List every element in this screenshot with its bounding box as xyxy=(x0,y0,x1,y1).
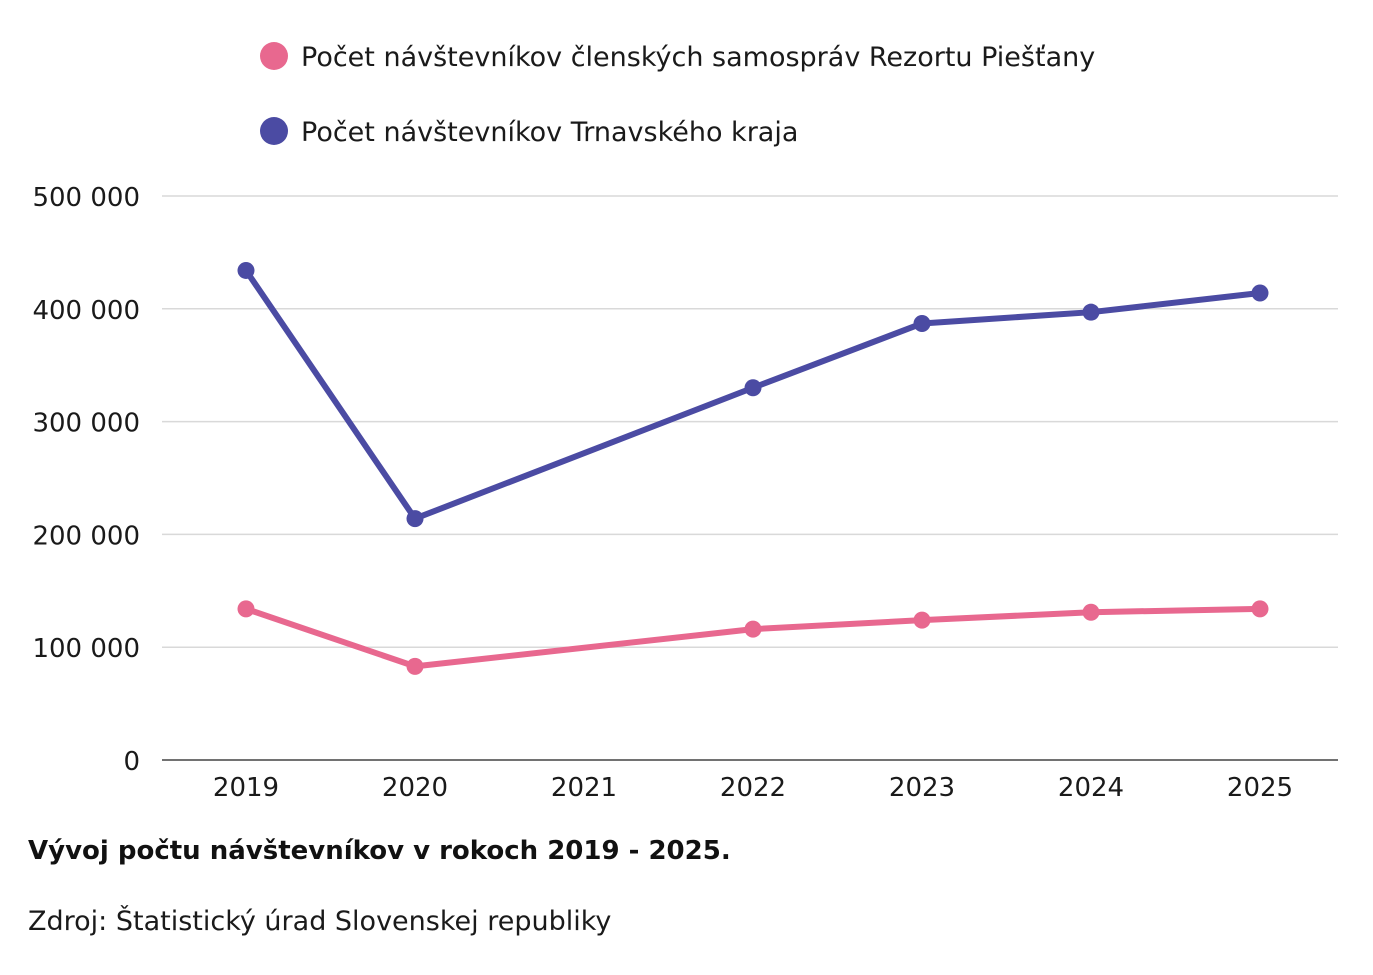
grid-lines xyxy=(162,195,1338,648)
legend-marker-0 xyxy=(260,42,288,70)
y-tick-label-3: 300 000 xyxy=(32,409,140,439)
data-point-0-2025 xyxy=(1251,600,1269,618)
x-tick-label-4: 2023 xyxy=(889,773,955,803)
data-point-0-2020 xyxy=(406,657,424,675)
x-tick-label-1: 2020 xyxy=(382,773,448,803)
data-point-0-2022 xyxy=(744,620,762,638)
x-tick-label-2: 2021 xyxy=(551,773,617,803)
x-tick-label-5: 2024 xyxy=(1058,773,1124,803)
y-tick-label-5: 500 000 xyxy=(32,183,140,213)
chart-source: Zdroj: Štatistický úrad Slovenskej repub… xyxy=(28,906,612,937)
x-tick-label-0: 2019 xyxy=(213,773,279,803)
legend-label-0: Počet návštevníkov členských samospráv R… xyxy=(301,42,1095,73)
y-tick-label-1: 100 000 xyxy=(32,634,140,664)
legend-marker-1 xyxy=(260,117,288,145)
x-tick-label-6: 2025 xyxy=(1227,773,1293,803)
legend-label-1: Počet návštevníkov Trnavského kraja xyxy=(301,117,798,148)
y-tick-label-0: 0 xyxy=(123,747,140,777)
series-line-0 xyxy=(243,605,1263,670)
y-axis: 0 100 000 200 000 300 000 400 000 500 000 xyxy=(32,183,140,777)
data-point-1-2022 xyxy=(744,379,762,397)
y-tick-label-4: 400 000 xyxy=(32,296,140,326)
legend: Počet návštevníkov členských samospráv R… xyxy=(260,42,1095,148)
y-tick-label-2: 200 000 xyxy=(32,521,140,551)
data-point-0-2024 xyxy=(1082,603,1100,621)
data-point-0-2019 xyxy=(237,600,255,618)
data-point-1-2019 xyxy=(237,261,255,279)
data-point-1-2023 xyxy=(913,314,931,332)
data-point-0-2023 xyxy=(913,611,931,629)
series-layer xyxy=(237,261,1269,675)
chart-title: Vývoj počtu návštevníkov v rokoch 2019 -… xyxy=(28,836,731,866)
x-axis: 2019 2020 2021 2022 2023 2024 2025 xyxy=(162,759,1338,803)
series-line-1 xyxy=(243,267,1263,522)
data-point-1-2020 xyxy=(406,510,424,528)
data-point-1-2024 xyxy=(1082,303,1100,321)
x-tick-label-3: 2022 xyxy=(720,773,786,803)
data-point-1-2025 xyxy=(1251,284,1269,302)
